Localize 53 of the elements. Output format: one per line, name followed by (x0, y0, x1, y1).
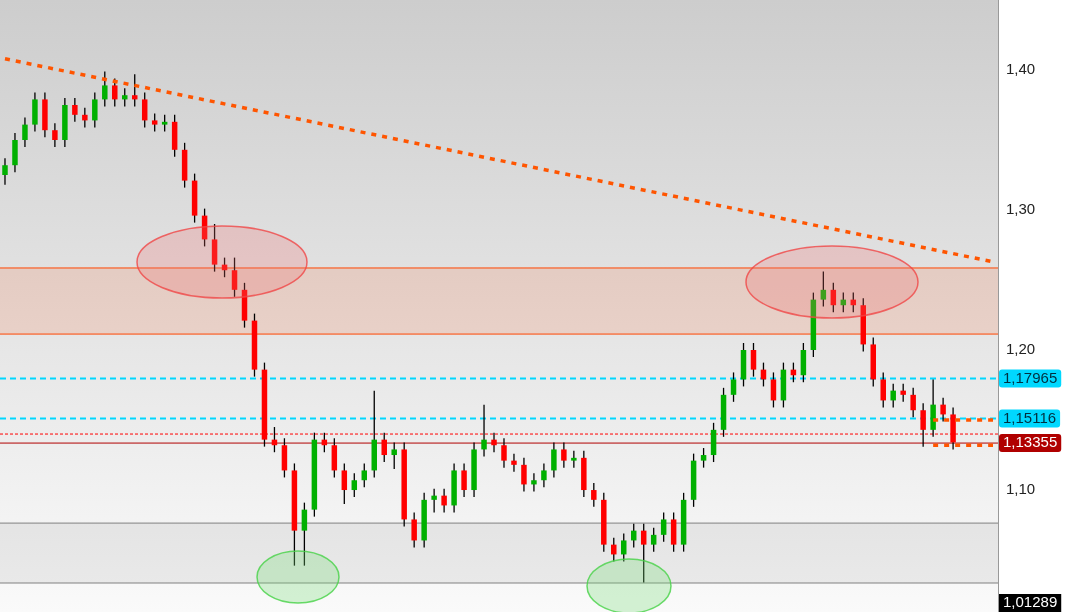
y-tick-label: 1,20 (1006, 340, 1036, 358)
y-tick-label: 1,30 (1006, 200, 1036, 218)
candlestick (461, 462, 467, 498)
candlestick (2, 157, 8, 186)
candlestick (102, 70, 108, 108)
candlestick (900, 382, 906, 403)
ref-line-label: 1,13355 (1003, 433, 1058, 451)
candlestick (22, 116, 28, 148)
candlestick (770, 371, 777, 409)
candlestick (940, 396, 946, 423)
candlestick (541, 462, 547, 488)
candlestick (660, 511, 667, 543)
candlestick (391, 441, 397, 470)
candlestick (621, 532, 627, 563)
candlestick (750, 342, 757, 378)
candlestick (890, 382, 896, 409)
candlestick (151, 112, 158, 133)
candlestick (141, 91, 148, 129)
candlestick (880, 371, 886, 409)
candlestick (591, 482, 597, 508)
candlestick (561, 441, 567, 469)
candlestick (730, 371, 737, 403)
candlestick (521, 457, 527, 493)
candlestick (112, 77, 118, 108)
y-tick-label: 1,40 (1006, 60, 1036, 78)
candlestick (501, 437, 507, 469)
candlestick (571, 450, 577, 469)
candlestick (910, 387, 916, 418)
y-tick-label: 1,10 (1006, 480, 1036, 498)
candlestick (92, 91, 98, 129)
ref-line-label: 1,15116 (1003, 408, 1057, 426)
candlestick (351, 472, 358, 498)
candlestick (700, 447, 707, 469)
text: 1,01289 (1003, 593, 1058, 611)
candlestick (82, 107, 88, 129)
candlestick (341, 462, 348, 505)
candlestick (431, 487, 437, 514)
candlestick (650, 527, 657, 553)
candlestick (231, 256, 238, 298)
candlestick (361, 462, 368, 488)
candlestick (640, 522, 647, 584)
candlestick (531, 472, 537, 493)
candlestick (72, 97, 78, 123)
candlestick (52, 122, 58, 148)
candlestick (611, 536, 617, 563)
candlestick (820, 270, 827, 308)
candlestick (441, 487, 447, 514)
candlestick (481, 403, 487, 458)
candlestick (551, 441, 557, 479)
ref-line-label: 1,17965 (1003, 368, 1058, 386)
candlestick (511, 452, 517, 473)
candlestick (411, 511, 417, 549)
candlestick (301, 501, 308, 567)
